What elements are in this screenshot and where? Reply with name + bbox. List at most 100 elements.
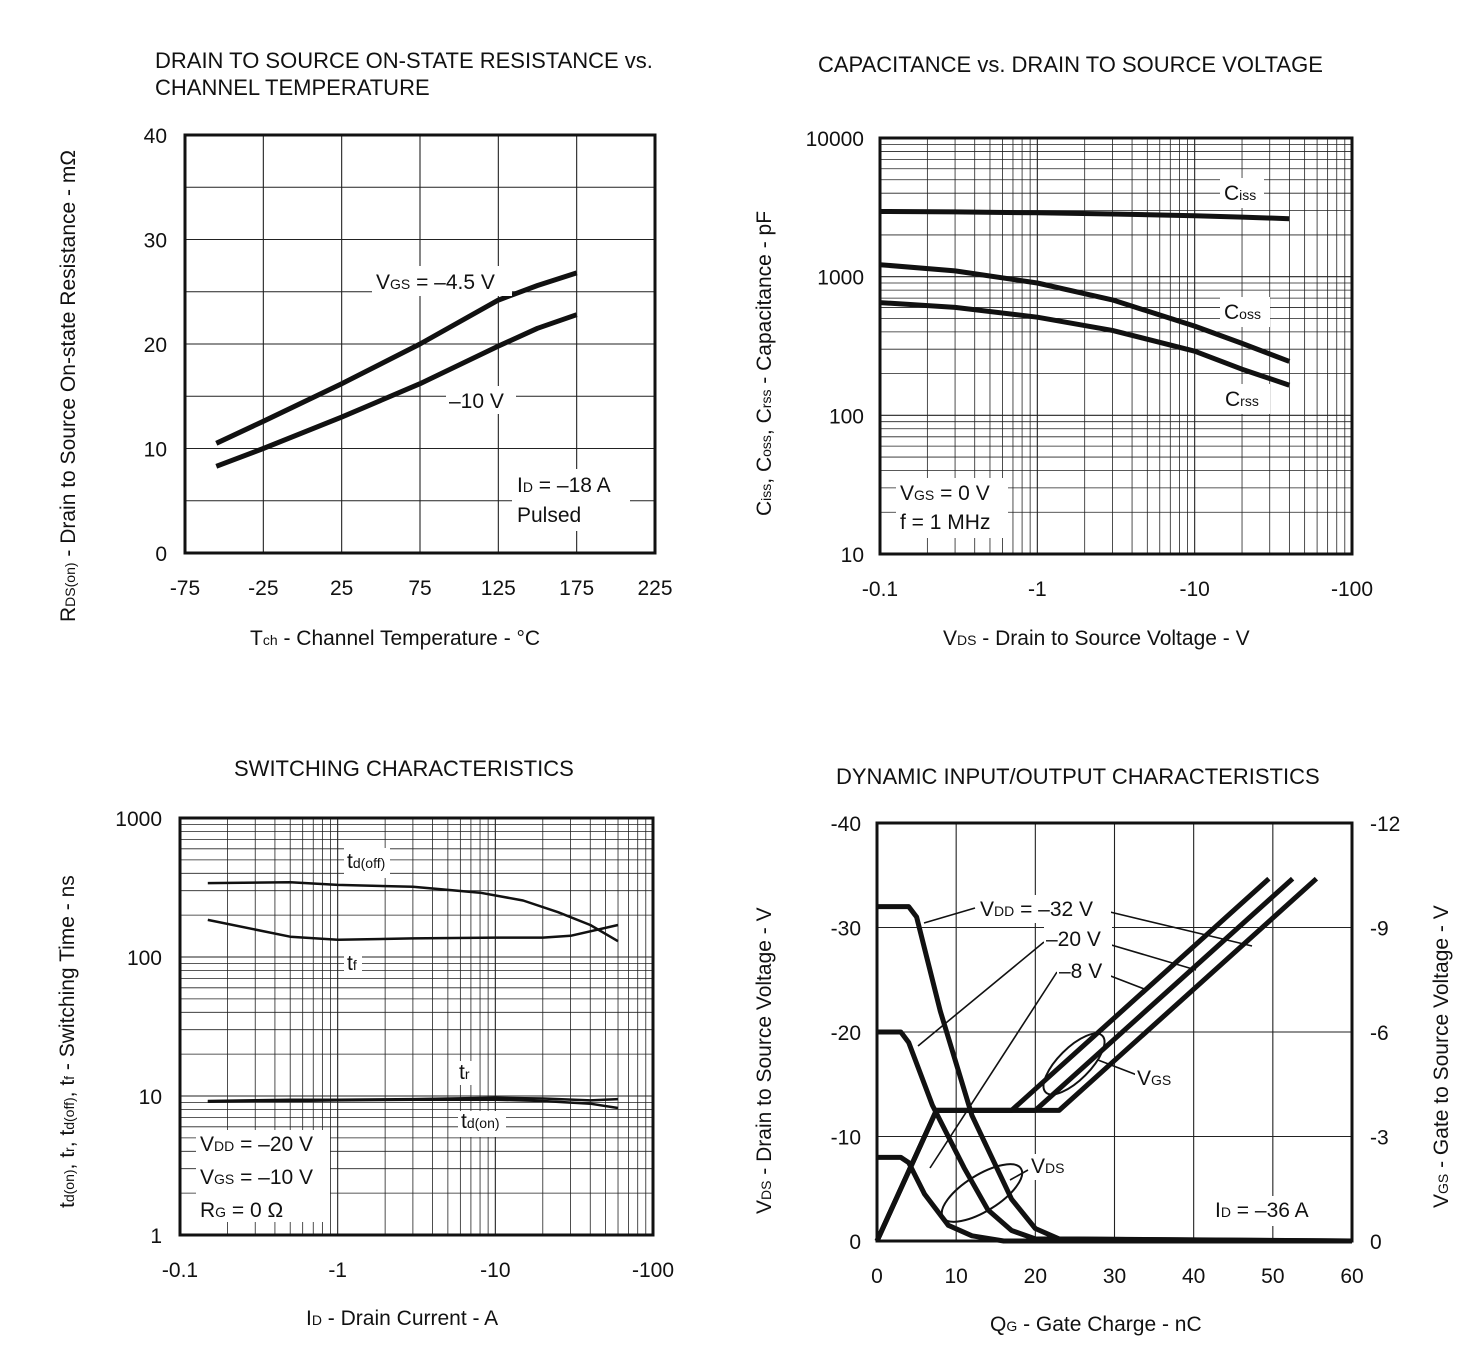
- rds-series-label-10v: –10 V: [449, 390, 504, 413]
- y-tick-label: 30: [144, 230, 167, 253]
- x-tick-label: -10: [480, 1259, 510, 1282]
- y-tick-label: 20: [144, 334, 167, 357]
- x-tick-label: 75: [408, 577, 431, 600]
- dyn-leader-vgs-label: [1097, 1059, 1138, 1076]
- sw-label-tr: tr: [459, 1061, 470, 1084]
- x-tick-label: 125: [481, 577, 516, 600]
- x-tick-label: -0.1: [162, 1259, 198, 1282]
- dyn-x-tick-labels: 0 10 20 30 40 50 60: [871, 1265, 1364, 1288]
- dyn-leader-vds-label: [1009, 1169, 1029, 1181]
- dyn-leader-20v-vds: [917, 941, 1045, 1047]
- rds-series-vgs-4-5v: [215, 270, 578, 446]
- cap-series-lines: [879, 209, 1291, 388]
- sw-series-tdon: [207, 1098, 619, 1110]
- dyn-label-vgs: VGS: [1137, 1067, 1171, 1090]
- dyn-leader-8v-vds: [929, 971, 1058, 1169]
- y2-tick-label: -9: [1370, 918, 1389, 941]
- sw-title: SWITCHING CHARACTERISTICS: [234, 756, 574, 781]
- x-tick-label: 60: [1340, 1265, 1363, 1288]
- sw-y-axis-label: td(on), tr, td(off), tf - Switching Time…: [56, 875, 79, 1208]
- y-tick-label: 100: [829, 405, 864, 428]
- dyn-x-axis-label: QG - Gate Charge - nC: [990, 1313, 1202, 1336]
- cap-label-crss: Crss: [1225, 388, 1259, 411]
- y-tick-label: -10: [831, 1127, 861, 1150]
- sw-series-lines: [207, 880, 619, 1110]
- y-tick-label: 100: [127, 947, 162, 970]
- sw-x-tick-labels: -0.1 -1 -10 -100: [162, 1259, 674, 1282]
- dyn-label-vds: VDS: [1031, 1155, 1064, 1178]
- rds-note-id: ID = –18 A: [517, 474, 611, 497]
- x-tick-label: 25: [330, 577, 353, 600]
- rds-note-pulsed: Pulsed: [517, 504, 581, 527]
- x-tick-label: -1: [328, 1259, 347, 1282]
- cap-note-vgs: VGS = 0 V: [900, 482, 990, 505]
- y-tick-label: 10: [841, 544, 864, 567]
- y-tick-label: -20: [831, 1022, 861, 1045]
- x-tick-label: 225: [637, 577, 672, 600]
- dyn-y-axis-label: VDS - Drain to Source Voltage - V: [753, 907, 776, 1214]
- sw-plot-frame: [178, 816, 655, 1237]
- rds-series-label-vgs45: VGS = –4.5 V: [376, 271, 495, 294]
- sw-label-tdon: td(on): [461, 1110, 500, 1133]
- chart-rds-on-vs-temperature: DRAIN TO SOURCE ON-STATE RESISTANCE vs. …: [57, 48, 673, 650]
- rds-x-axis-label: Tch - Channel Temperature - °C: [250, 627, 540, 650]
- dyn-title: DYNAMIC INPUT/OUTPUT CHARACTERISTICS: [836, 764, 1320, 789]
- cap-x-axis-label: VDS - Drain to Source Voltage - V: [943, 627, 1250, 650]
- dyn-note-id: ID = –36 A: [1215, 1199, 1309, 1222]
- y2-tick-label: -12: [1370, 813, 1400, 836]
- dyn-leader-20v-vgs: [1107, 943, 1197, 971]
- dyn-y2-axis-label: VGS - Gate to Source Voltage - V: [1430, 905, 1453, 1208]
- y2-tick-label: -3: [1370, 1127, 1389, 1150]
- cap-y-tick-labels: 10 100 1000 10000: [806, 128, 864, 567]
- sw-label-tdoff: td(off): [347, 850, 385, 873]
- y-tick-label: 40: [144, 125, 167, 148]
- y-tick-label: -30: [831, 918, 861, 941]
- sw-series-tf: [207, 918, 619, 942]
- chart-capacitance-vs-vds: CAPACITANCE vs. DRAIN TO SOURCE VOLTAGE …: [753, 52, 1373, 650]
- y-tick-label: 1: [150, 1225, 162, 1248]
- rds-plot-frame: [183, 133, 657, 555]
- y-tick-label: 10: [144, 439, 167, 462]
- dyn-y-tick-labels: 0 -10 -20 -30 -40: [831, 813, 861, 1254]
- dyn-series-vgs-32v: [874, 876, 1319, 1243]
- y2-tick-label: 0: [1370, 1231, 1382, 1254]
- x-tick-label: -75: [170, 577, 200, 600]
- x-tick-label: 0: [871, 1265, 883, 1288]
- cap-label-ciss: Ciss: [1224, 182, 1256, 205]
- x-tick-label: 10: [944, 1265, 967, 1288]
- dyn-vgs-group-ellipse: [1042, 1032, 1106, 1096]
- x-tick-label: 40: [1182, 1265, 1205, 1288]
- dyn-label-vdd-32: VDD = –32 V: [980, 898, 1093, 921]
- y-tick-label: 1000: [115, 808, 162, 831]
- sw-x-axis-label: ID - Drain Current - A: [306, 1307, 498, 1330]
- x-tick-label: 20: [1024, 1265, 1047, 1288]
- y-tick-label: -40: [831, 813, 861, 836]
- dyn-series-vds-32v: [877, 904, 1353, 1244]
- sw-y-tick-labels: 1 10 100 1000: [115, 808, 162, 1248]
- x-tick-label: -25: [248, 577, 278, 600]
- sw-note-vdd: VDD = –20 V: [200, 1133, 313, 1156]
- x-tick-label: -100: [1331, 578, 1373, 601]
- dyn-series-vds-20v: [877, 1029, 1353, 1244]
- dyn-label-vdd-8: –8 V: [1059, 960, 1102, 983]
- y-tick-label: 10: [139, 1086, 162, 1109]
- dyn-leader-32v-vds: [923, 907, 976, 924]
- sw-note-rg: RG = 0 Ω: [200, 1199, 283, 1222]
- dyn-label-vdd-20: –20 V: [1046, 928, 1101, 951]
- sw-label-tf: tf: [347, 952, 357, 975]
- chart-dynamic-io-characteristics: DYNAMIC INPUT/OUTPUT CHARACTERISTICS 0 10…: [753, 764, 1453, 1336]
- dyn-series-vds-8v: [877, 1154, 1352, 1244]
- cap-label-coss: Coss: [1224, 301, 1261, 324]
- rds-title-line1: DRAIN TO SOURCE ON-STATE RESISTANCE vs.: [155, 48, 653, 73]
- cap-title: CAPACITANCE vs. DRAIN TO SOURCE VOLTAGE: [818, 52, 1323, 77]
- x-tick-label: -100: [632, 1259, 674, 1282]
- cap-series-ciss: [879, 209, 1290, 222]
- sw-series-tdoff: [207, 880, 619, 943]
- x-tick-label: -0.1: [862, 578, 898, 601]
- rds-series-lines: [215, 270, 578, 469]
- x-tick-label: -1: [1028, 578, 1047, 601]
- cap-series-crss: [879, 300, 1291, 388]
- dyn-y2-tick-labels: 0 -3 -6 -9 -12: [1370, 813, 1400, 1254]
- cap-note-freq: f = 1 MHz: [900, 511, 990, 534]
- sw-note-vgs: VGS = –10 V: [200, 1166, 313, 1189]
